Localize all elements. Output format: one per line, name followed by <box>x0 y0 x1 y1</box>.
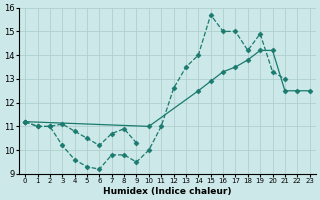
X-axis label: Humidex (Indice chaleur): Humidex (Indice chaleur) <box>103 187 232 196</box>
